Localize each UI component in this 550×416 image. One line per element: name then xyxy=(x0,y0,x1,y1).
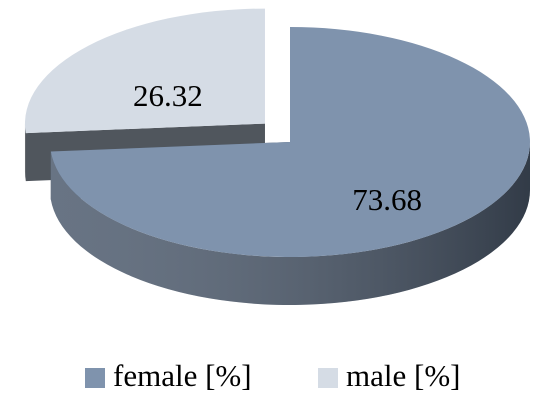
slice-wall-shade xyxy=(50,142,530,306)
legend-swatch xyxy=(318,368,338,388)
legend-label: male [%] xyxy=(346,358,460,393)
legend: female [%] male [%] xyxy=(85,358,460,393)
slice-wall-shade xyxy=(24,123,26,182)
legend-label: female [%] xyxy=(113,358,252,393)
data-label: 73.68 xyxy=(352,182,422,217)
pie-plot: 73.68 26.32 xyxy=(24,8,531,306)
data-label: 26.32 xyxy=(133,78,203,113)
legend-swatch xyxy=(85,368,105,388)
pie-slice xyxy=(24,8,265,134)
pie-slice xyxy=(50,27,531,257)
